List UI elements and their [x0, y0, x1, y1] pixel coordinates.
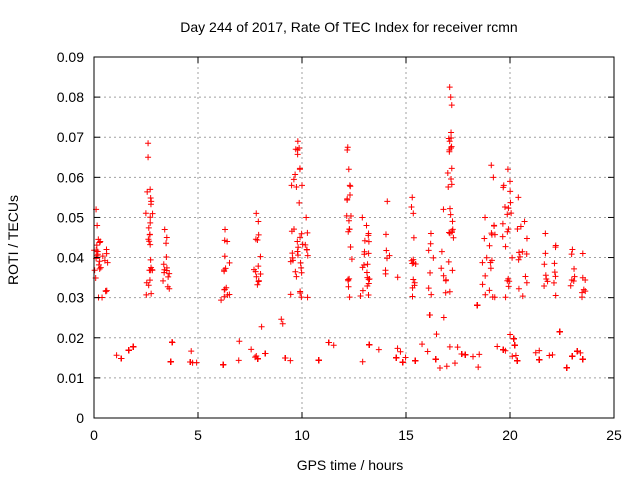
- data-point: [440, 314, 447, 321]
- data-point: [394, 274, 401, 281]
- data-point: [536, 347, 543, 354]
- data-point: [512, 352, 519, 359]
- data-point: [375, 346, 382, 353]
- data-point: [419, 341, 426, 348]
- data-point: [359, 358, 366, 365]
- data-point: [236, 338, 243, 345]
- data-point: [446, 343, 453, 350]
- data-point: [509, 353, 516, 360]
- data-point: [397, 348, 404, 355]
- data-point: [433, 331, 440, 338]
- data-point: [248, 346, 255, 353]
- data-point: [188, 348, 195, 355]
- grid-lines: [94, 57, 614, 418]
- data-point: [193, 359, 200, 366]
- data-points: [91, 84, 589, 372]
- chart-title: Day 244 of 2017, Rate Of TEC Index for r…: [180, 19, 517, 35]
- data-point: [258, 323, 265, 330]
- data-point: [113, 352, 120, 359]
- data-point: [253, 352, 260, 359]
- data-point: [287, 357, 294, 364]
- data-point: [436, 365, 443, 372]
- data-point: [470, 353, 477, 360]
- data-point: [443, 363, 450, 370]
- data-point: [494, 343, 501, 350]
- data-point: [279, 320, 286, 327]
- data-point: [546, 352, 553, 359]
- data-point: [424, 348, 431, 355]
- data-point: [235, 357, 242, 364]
- data-point: [278, 316, 285, 323]
- data-point: [549, 351, 556, 358]
- data-point: [475, 364, 482, 371]
- data-point: [218, 297, 225, 304]
- data-point: [252, 354, 259, 361]
- data-point: [394, 345, 401, 352]
- data-point: [330, 342, 337, 349]
- data-point: [507, 331, 514, 338]
- data-point: [577, 349, 584, 356]
- data-point: [451, 360, 458, 367]
- data-point: [402, 354, 409, 361]
- data-point: [454, 344, 461, 351]
- data-point: [476, 351, 483, 358]
- data-point: [532, 349, 539, 356]
